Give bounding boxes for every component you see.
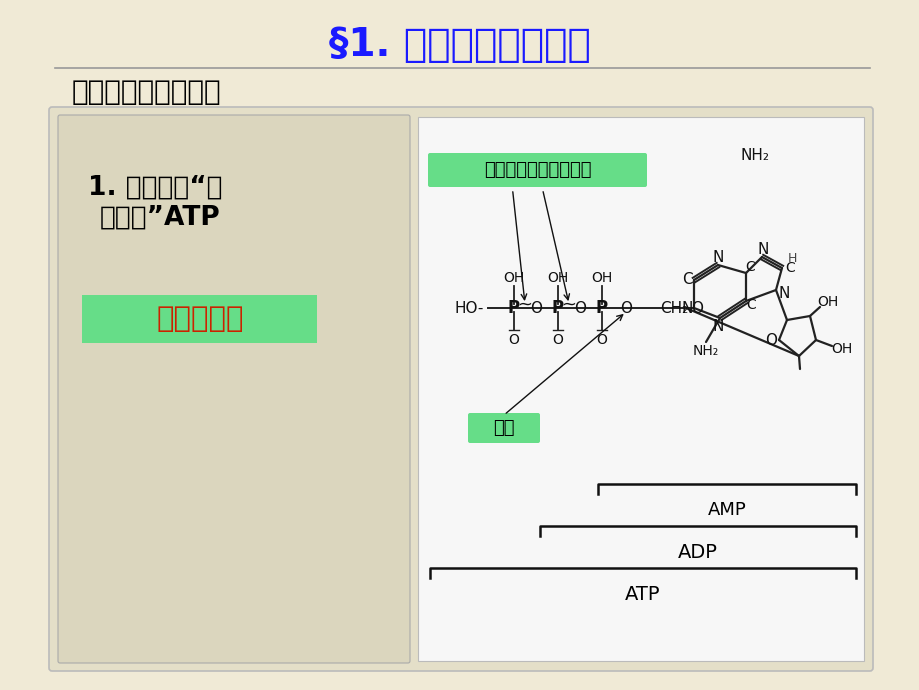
Text: OH: OH (831, 342, 852, 356)
Text: NH₂: NH₂ (740, 148, 768, 163)
Text: N: N (681, 301, 692, 315)
Text: P: P (507, 299, 519, 317)
Text: C: C (745, 298, 755, 312)
Text: N: N (711, 250, 723, 264)
Text: OH: OH (816, 295, 838, 309)
Text: CH₂: CH₂ (659, 301, 687, 315)
Text: 高能磷酸键（酸酉键）: 高能磷酸键（酸酉键） (483, 161, 591, 179)
Text: O: O (508, 333, 519, 347)
Text: O: O (596, 333, 607, 347)
Text: N: N (711, 319, 723, 333)
Text: O: O (573, 301, 585, 315)
Text: O: O (619, 301, 631, 315)
Text: 1. 生物体的“能: 1. 生物体的“能 (88, 175, 222, 201)
Text: 一、生物能量的形式: 一、生物能量的形式 (72, 78, 221, 106)
FancyBboxPatch shape (468, 413, 539, 443)
Text: 量通货”ATP: 量通货”ATP (100, 205, 221, 231)
Text: ATP: ATP (625, 584, 660, 604)
Text: O: O (552, 333, 562, 347)
Text: C: C (744, 260, 754, 274)
Text: ~: ~ (516, 296, 532, 314)
Text: ADP: ADP (677, 542, 717, 562)
Text: OH: OH (591, 271, 612, 285)
Text: P: P (596, 299, 607, 317)
Text: 酵键: 酵键 (493, 419, 515, 437)
FancyBboxPatch shape (82, 295, 317, 343)
FancyBboxPatch shape (58, 115, 410, 663)
Text: O: O (529, 301, 541, 315)
Text: N: N (777, 286, 789, 301)
Text: NH₂: NH₂ (692, 344, 719, 358)
Text: OH: OH (503, 271, 524, 285)
Text: O: O (690, 301, 702, 315)
Text: P: P (551, 299, 563, 317)
Text: ~: ~ (561, 296, 576, 314)
FancyBboxPatch shape (49, 107, 872, 671)
Text: C: C (784, 261, 794, 275)
Text: AMP: AMP (707, 501, 745, 519)
FancyBboxPatch shape (417, 117, 863, 661)
Text: N: N (756, 241, 768, 257)
Text: H: H (787, 251, 796, 264)
FancyBboxPatch shape (427, 153, 646, 187)
Text: HO-: HO- (454, 301, 483, 315)
Text: §1. 微生物的能量代谢: §1. 微生物的能量代谢 (329, 26, 590, 64)
Text: 腺苷三磷酸: 腺苷三磷酸 (156, 305, 244, 333)
Text: OH: OH (547, 271, 568, 285)
Text: O: O (765, 333, 777, 348)
Text: C: C (681, 271, 692, 286)
